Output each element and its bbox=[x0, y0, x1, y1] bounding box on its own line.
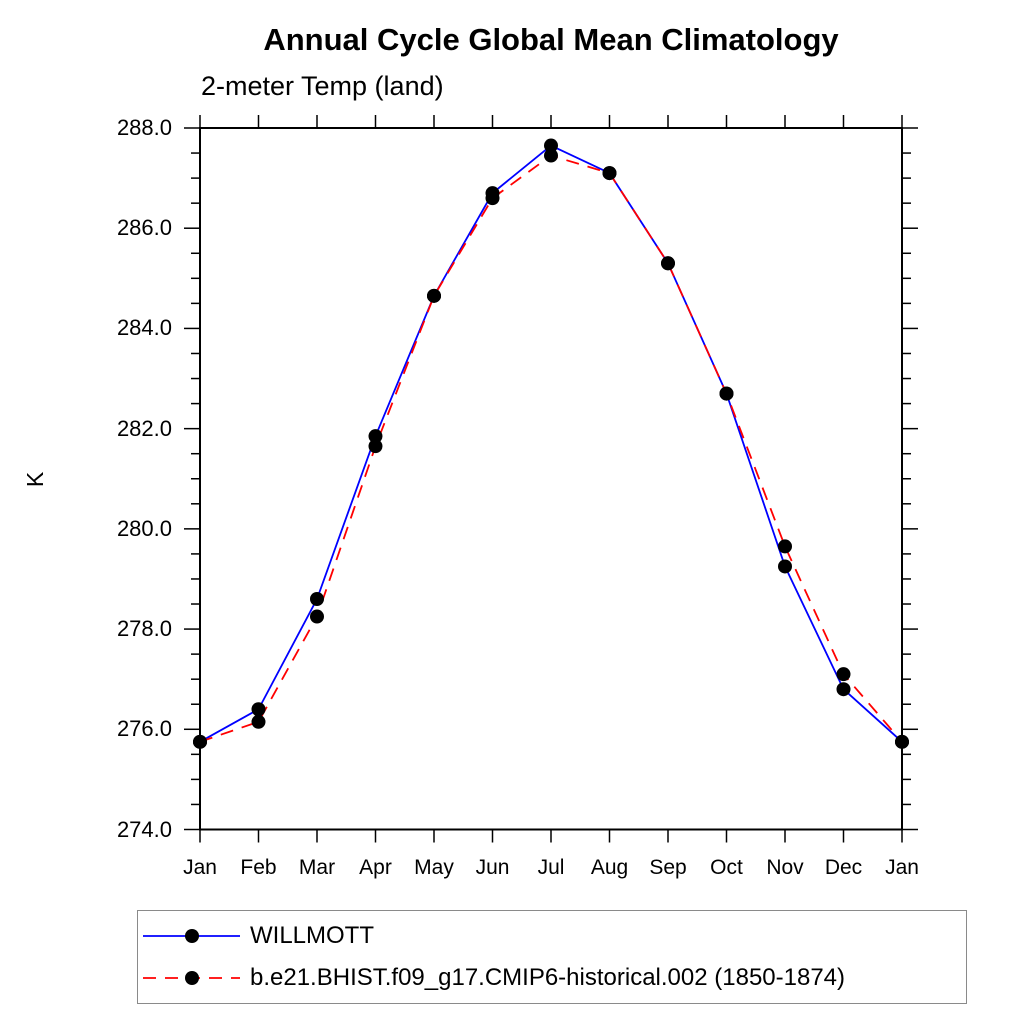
x-tick-label: May bbox=[414, 856, 454, 879]
y-tick-label: 286.0 bbox=[116, 215, 172, 241]
y-tick-label: 282.0 bbox=[116, 415, 172, 441]
x-tick-label: Oct bbox=[710, 856, 743, 879]
x-tick-label: Sep bbox=[649, 856, 687, 879]
x-tick-label: Dec bbox=[824, 856, 863, 879]
legend-item: WILLMOTT bbox=[142, 915, 374, 957]
legend-item: b.e21.BHIST.f09_g17.CMIP6-historical.002… bbox=[142, 957, 845, 999]
y-tick-label: 284.0 bbox=[116, 315, 172, 341]
legend-label: b.e21.BHIST.f09_g17.CMIP6-historical.002… bbox=[250, 964, 846, 991]
y-tick-label: 274.0 bbox=[116, 816, 172, 842]
x-tick-label: Feb bbox=[240, 856, 277, 879]
legend-line-sample bbox=[143, 971, 240, 985]
plot-frame bbox=[199, 127, 903, 831]
x-axis-ticks bbox=[199, 115, 903, 843]
y-tick-label: 276.0 bbox=[116, 716, 172, 742]
x-tick-label: Jul bbox=[537, 856, 565, 879]
x-tick-label: Mar bbox=[298, 856, 336, 879]
y-axis-ticks bbox=[184, 127, 918, 831]
series-line-1 bbox=[199, 154, 903, 743]
legend: WILLMOTT b.e21.BHIST.f09_g17.CMIP6-histo… bbox=[137, 910, 967, 1004]
x-tick-label: Jun bbox=[475, 856, 510, 879]
x-tick-label: Jan bbox=[183, 856, 217, 879]
legend-label: WILLMOTT bbox=[250, 922, 374, 949]
series-markers-0 bbox=[193, 138, 909, 749]
series-markers-1 bbox=[193, 148, 909, 749]
y-tick-label: 288.0 bbox=[116, 115, 172, 140]
x-tick-label: Nov bbox=[766, 856, 804, 879]
legend-line-sample bbox=[143, 929, 240, 943]
y-tick-label: 280.0 bbox=[116, 515, 172, 541]
x-tick-label: Jan bbox=[885, 856, 919, 879]
series-line-0 bbox=[199, 144, 903, 743]
y-tick-label: 278.0 bbox=[116, 616, 172, 642]
page-title: Annual Cycle Global Mean Climatology bbox=[263, 22, 839, 57]
x-tick-label: Apr bbox=[359, 856, 392, 879]
plot-subtitle: 2-meter Temp (land) bbox=[201, 71, 444, 101]
x-tick-label: Aug bbox=[590, 856, 629, 879]
